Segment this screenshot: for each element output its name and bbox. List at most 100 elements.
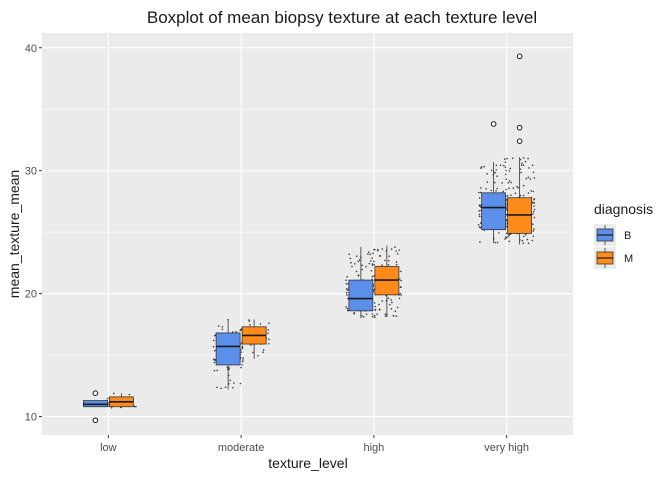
jitter-point <box>532 213 534 215</box>
jitter-point <box>358 259 361 261</box>
jitter-point <box>378 303 380 306</box>
jitter-point <box>503 164 505 167</box>
jitter-point <box>486 172 488 175</box>
boxplot-M <box>241 319 267 359</box>
jitter-point <box>494 181 496 184</box>
jitter-point <box>349 257 352 260</box>
jitter-point <box>387 264 390 266</box>
boxplot-B <box>481 121 507 244</box>
jitter-point <box>400 270 402 273</box>
jitter-point <box>374 305 377 308</box>
jitter-point <box>371 275 374 278</box>
jitter-point <box>367 253 369 255</box>
jitter-point <box>525 177 528 180</box>
jitter-point <box>495 164 498 167</box>
jitter-point <box>259 323 262 325</box>
jitter-point <box>345 283 348 285</box>
jitter-point <box>394 246 396 249</box>
jitter-point <box>479 222 482 224</box>
box <box>348 279 374 312</box>
jitter-point <box>373 314 376 317</box>
jitter-point <box>213 359 216 361</box>
jitter-point <box>395 315 398 317</box>
jitter-point <box>395 263 398 266</box>
jitter-point <box>483 165 485 168</box>
jitter-point <box>477 224 480 226</box>
jitter-point <box>249 324 251 326</box>
jitter-point <box>365 265 367 268</box>
jitter-point <box>221 325 224 328</box>
x-tick-label: low <box>100 442 117 454</box>
y-tick-label: 10 <box>25 412 37 424</box>
jitter-point <box>384 315 387 317</box>
jitter-point <box>399 292 402 295</box>
jitter-point <box>242 357 244 359</box>
jitter-point <box>390 308 393 310</box>
jitter-point <box>240 328 242 330</box>
jitter-point <box>228 367 230 369</box>
jitter-point <box>239 329 242 332</box>
jitter-point <box>370 269 373 272</box>
jitter-point <box>396 253 399 255</box>
jitter-point <box>522 164 525 166</box>
jitter-point <box>373 263 376 266</box>
y-tick-label: 20 <box>25 289 37 301</box>
jitter-point <box>110 406 113 409</box>
jitter-point <box>512 187 515 189</box>
boxplots <box>82 53 533 424</box>
jitter-point <box>384 259 386 262</box>
jitter-point <box>533 208 536 211</box>
jitter-point <box>504 238 506 240</box>
jitter-point <box>486 181 489 183</box>
jitter-point <box>490 169 493 172</box>
jitter-point <box>268 322 270 324</box>
jitter-point <box>233 382 235 384</box>
jitter-point <box>371 264 374 266</box>
jitter-point <box>516 185 518 188</box>
jitter-point <box>346 307 349 310</box>
jitter-point <box>241 363 243 366</box>
jitter-point <box>232 386 234 389</box>
jitter-point <box>499 164 502 166</box>
jitter-point <box>135 405 137 408</box>
jitter-point <box>345 306 347 308</box>
jitter-point <box>496 175 498 178</box>
jitter-point <box>505 226 508 228</box>
jitter-point <box>508 170 511 172</box>
outlier-point <box>92 417 99 424</box>
jitter-point <box>391 301 393 304</box>
jitter-point <box>367 251 370 253</box>
jitter-point <box>241 347 244 350</box>
jitter-point <box>478 197 481 199</box>
jitter-point <box>521 239 524 242</box>
jitter-point <box>496 241 499 244</box>
jitter-point <box>231 331 234 333</box>
jitter-point <box>526 238 529 241</box>
jitter-point <box>241 345 244 348</box>
jitter-point <box>371 315 374 318</box>
jitter-point <box>267 332 269 335</box>
jitter-point <box>527 176 530 179</box>
jitter-point <box>390 248 393 251</box>
jitter-point <box>355 255 358 257</box>
jitter-point <box>398 249 401 251</box>
jitter-point <box>369 253 372 256</box>
jitter-point <box>478 213 481 216</box>
jitter-point <box>502 190 505 193</box>
jitter-point <box>229 379 232 382</box>
boxplot-M <box>507 53 533 245</box>
boxplot-M <box>108 393 134 408</box>
legend-title: diagnosis <box>594 201 653 217</box>
jitter-point <box>224 386 227 389</box>
jitter-point <box>524 233 527 236</box>
jitter-point <box>357 274 360 276</box>
jitter-point <box>390 299 392 301</box>
jitter-point <box>221 328 224 331</box>
jitter-point <box>532 211 535 213</box>
jitter-point <box>532 171 535 173</box>
jitter-point <box>501 182 503 184</box>
jitter-point <box>376 313 378 315</box>
jitter-point <box>213 349 216 352</box>
jitter-point <box>128 393 131 396</box>
outlier-point <box>92 390 99 397</box>
